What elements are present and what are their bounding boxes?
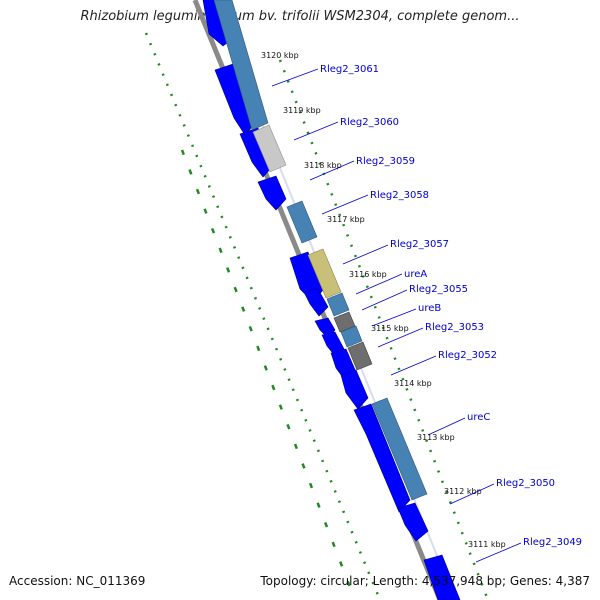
gene-track <box>202 0 461 600</box>
kbp-tick-label: 3112 kbp <box>444 487 482 496</box>
gene-label-rleg2-3052[interactable]: Rleg2_3052 <box>438 350 497 361</box>
cds-blue[interactable] <box>340 369 369 410</box>
kbp-tick-label: 3111 kbp <box>468 540 506 549</box>
cds-blue[interactable] <box>257 175 287 211</box>
cds-steelblue[interactable] <box>286 200 318 244</box>
cds-steelblue[interactable] <box>326 292 350 317</box>
leader-line <box>390 355 437 376</box>
leader-line <box>475 542 522 563</box>
leader-line <box>293 121 339 141</box>
label-leaders <box>271 68 522 563</box>
leader-line <box>371 308 417 327</box>
kbp-tick-label: 3120 kbp <box>261 51 299 60</box>
gene-label-rleg2-3060[interactable]: Rleg2_3060 <box>340 117 399 128</box>
leader-line <box>361 289 408 311</box>
gene-label-rleg2-3059[interactable]: Rleg2_3059 <box>356 156 415 167</box>
dotted-track-dashed <box>180 149 357 600</box>
cds-darkgray[interactable] <box>333 311 356 333</box>
gene-label-ureb[interactable]: ureB <box>418 303 441 314</box>
cds-steelblue[interactable] <box>213 0 269 131</box>
cds-lightgray[interactable] <box>252 124 287 173</box>
cds-blue[interactable] <box>397 502 429 542</box>
kbp-tick-label: 3116 kbp <box>349 270 387 279</box>
cds-darkgray[interactable] <box>347 341 373 371</box>
leader-line <box>449 483 495 505</box>
gene-label-rleg2-3053[interactable]: Rleg2_3053 <box>425 322 484 333</box>
gene-label-rleg2-3057[interactable]: Rleg2_3057 <box>390 239 449 250</box>
gene-label-urea[interactable]: ureA <box>404 269 427 280</box>
kbp-tick-label: 3117 kbp <box>327 215 365 224</box>
leader-line <box>355 273 403 295</box>
gene-label-rleg2-3058[interactable]: Rleg2_3058 <box>370 190 429 201</box>
gene-label-rleg2-3049[interactable]: Rleg2_3049 <box>523 537 582 548</box>
leader-line <box>427 417 466 436</box>
leader-line <box>342 244 389 265</box>
leader-line <box>309 160 355 181</box>
gene-labels: Rleg2_3061 Rleg2_3060 Rleg2_3059 Rleg2_3… <box>320 64 582 548</box>
cds-blue[interactable] <box>423 554 461 600</box>
gene-label-urec[interactable]: ureC <box>467 412 490 423</box>
cds-steelblue[interactable] <box>371 397 428 501</box>
accession-text: Accession: NC_011369 <box>9 574 146 588</box>
cds-steelblue[interactable] <box>340 325 363 348</box>
genome-summary-text: Topology: circular; Length: 4,537,948 bp… <box>260 574 590 588</box>
kbp-scale: 3120 kbp 3119 kbp 3118 kbp 3117 kbp 3116… <box>261 51 506 549</box>
kbp-tick-label: 3114 kbp <box>394 379 432 388</box>
cds-blue[interactable] <box>214 63 257 136</box>
leader-line <box>271 68 319 87</box>
kbp-tick-label: 3119 kbp <box>283 106 321 115</box>
leader-line <box>377 327 424 348</box>
gene-label-rleg2-3061[interactable]: Rleg2_3061 <box>320 64 379 75</box>
kbp-tick-label: 3118 kbp <box>304 161 342 170</box>
kbp-tick-label: 3113 kbp <box>417 433 455 442</box>
gene-label-rleg2-3055[interactable]: Rleg2_3055 <box>409 284 468 295</box>
kbp-tick-label: 3115 kbp <box>371 324 409 333</box>
gene-label-rleg2-3050[interactable]: Rleg2_3050 <box>496 478 555 489</box>
leader-line <box>321 194 369 215</box>
map-title: Rhizobium leguminosarum bv. trifolii WSM… <box>80 9 520 24</box>
cds-khaki[interactable] <box>307 248 342 299</box>
cds-blue[interactable] <box>303 288 329 317</box>
